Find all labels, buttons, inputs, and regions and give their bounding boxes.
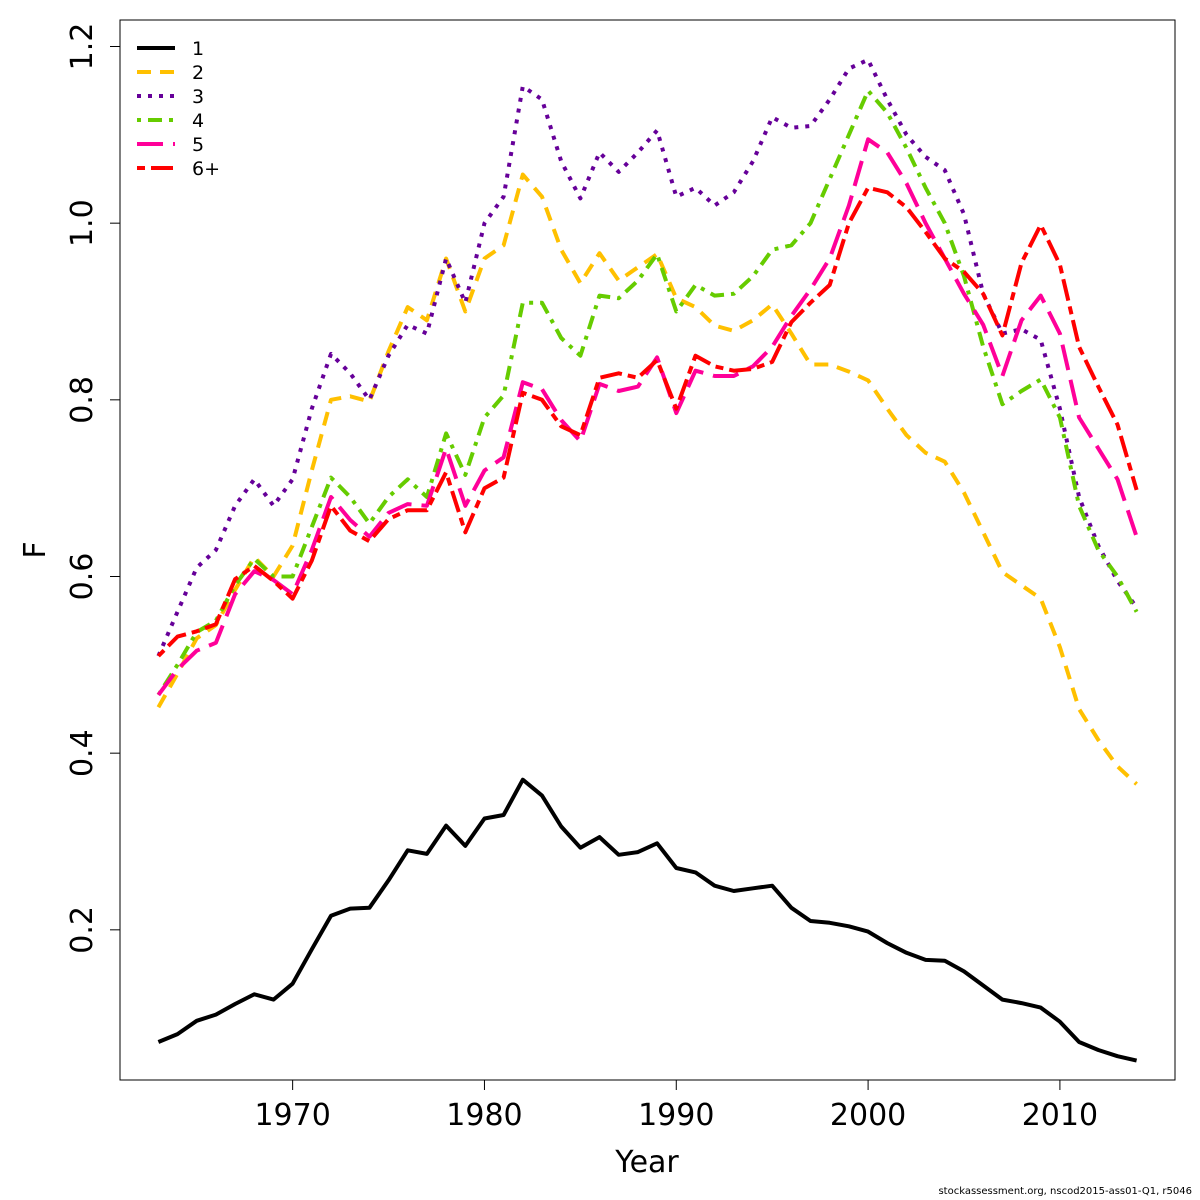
legend-label: 5 <box>192 134 204 156</box>
x-tick-label: 1970 <box>254 1098 330 1133</box>
x-axis: 1970 1980 1990 2000 2010 <box>254 1080 1098 1133</box>
y-tick-label: 1.0 <box>65 199 100 247</box>
series-line-1 <box>157 777 1138 1063</box>
legend-label: 4 <box>192 110 204 132</box>
series-line-6+ <box>156 185 1139 658</box>
x-axis-title: Year <box>614 1145 679 1180</box>
y-tick-label: 1.2 <box>65 23 100 71</box>
plot-frame <box>119 19 1176 1081</box>
series-line-2 <box>156 172 1138 786</box>
x-tick-label: 2000 <box>830 1098 906 1133</box>
x-tick-label: 2010 <box>1022 1098 1098 1133</box>
x-tick-label: 1990 <box>638 1098 714 1133</box>
y-axis-title: F <box>18 541 53 558</box>
y-tick-label: 0.6 <box>65 553 100 601</box>
series-line-3 <box>156 57 1139 657</box>
y-tick-label: 0.4 <box>65 729 100 777</box>
legend-label: 1 <box>192 38 204 60</box>
series-layer <box>156 57 1139 1063</box>
legend-label: 6+ <box>192 158 220 180</box>
y-tick-label: 0.8 <box>65 376 100 424</box>
footer-credit: stockassessment.org, nscod2015-ass01-Q1,… <box>938 1186 1192 1197</box>
y-axis: 0.2 0.4 0.6 0.8 1.0 1.2 <box>65 23 120 954</box>
x-tick-label: 1980 <box>446 1098 522 1133</box>
y-tick-label: 0.2 <box>65 906 100 954</box>
series-line-5 <box>156 137 1139 697</box>
series-line-4 <box>156 88 1139 696</box>
legend-label: 2 <box>192 62 204 84</box>
legend-label: 3 <box>192 86 204 108</box>
